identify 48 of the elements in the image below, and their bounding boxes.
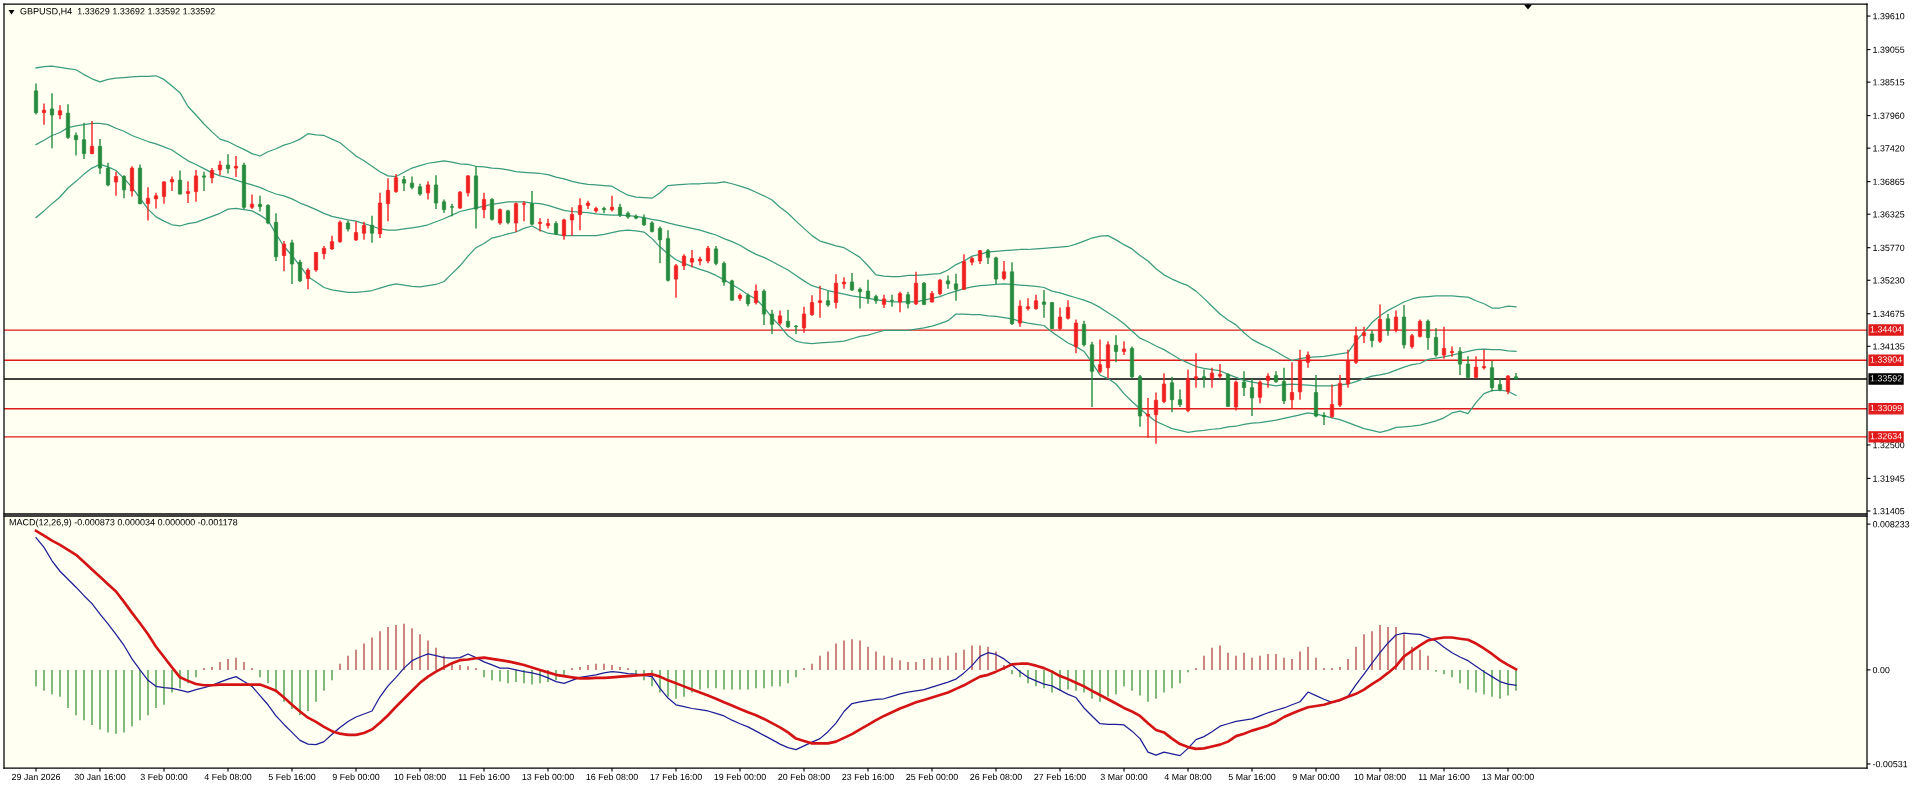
x-tick-label: 5 Feb 16:00 <box>268 773 316 781</box>
x-tick-label: 9 Mar 00:00 <box>1292 773 1340 781</box>
x-tick-label: 17 Feb 16:00 <box>650 773 702 781</box>
x-tick-label: 25 Feb 00:00 <box>906 773 958 781</box>
ref-line-label: 1.33592 <box>1870 375 1902 382</box>
x-tick-label: 4 Feb 08:00 <box>204 773 252 781</box>
x-tick-label: 5 Mar 16:00 <box>1228 773 1276 781</box>
y-tick-label: 1.32500 <box>1873 441 1905 449</box>
x-tick-label: 27 Feb 16:00 <box>1034 773 1086 781</box>
y-tick-label: 1.35770 <box>1873 244 1905 251</box>
y-tick-label: 1.31405 <box>1873 508 1905 515</box>
y-tick-label: 1.37960 <box>1873 112 1905 119</box>
x-tick-label: 20 Feb 08:00 <box>778 773 830 781</box>
x-tick-label: 13 Mar 00:00 <box>1482 773 1534 781</box>
y-tick-label: 1.35230 <box>1873 277 1905 284</box>
ref-line-label: 1.33904 <box>1870 356 1902 363</box>
ref-line-label: 1.34404 <box>1870 326 1902 333</box>
y-tick-label: 0.00 <box>1872 666 1890 674</box>
y-tick-label: 1.36325 <box>1873 211 1905 218</box>
y-tick-label: -0.00531 <box>1872 760 1908 768</box>
y-tick-label: 0.008233 <box>1872 521 1910 528</box>
y-tick-label: 1.39610 <box>1873 13 1905 20</box>
x-tick-label: 10 Feb 08:00 <box>394 773 446 781</box>
x-tick-label: 13 Feb 00:00 <box>522 773 574 781</box>
y-tick-label: 1.31945 <box>1873 475 1905 482</box>
y-tick-label: 1.38515 <box>1873 79 1905 86</box>
x-tick-label: 26 Feb 08:00 <box>970 773 1022 781</box>
x-tick-label: 3 Mar 00:00 <box>1100 773 1148 781</box>
ref-line-label: 1.32634 <box>1870 432 1902 440</box>
y-tick-label: 1.37420 <box>1873 145 1905 152</box>
x-tick-label: 19 Feb 00:00 <box>714 773 766 781</box>
y-tick-label: 1.39055 <box>1873 46 1905 53</box>
chart-title: MACD(12,26,9) -0.000873 0.000034 0.000000 -0.001178 <box>9 518 238 528</box>
x-tick-label: 16 Feb 08:00 <box>586 773 638 781</box>
x-tick-label: 11 Mar 16:00 <box>1418 773 1470 781</box>
x-tick-label: 10 Mar 08:00 <box>1354 773 1406 781</box>
x-tick-label: 3 Feb 00:00 <box>140 773 188 781</box>
ref-line-label: 1.33099 <box>1870 404 1902 412</box>
x-tick-label: 29 Jan 2026 <box>11 773 61 781</box>
x-tick-label: 9 Feb 00:00 <box>332 773 380 781</box>
x-tick-label: 4 Mar 08:00 <box>1164 773 1212 781</box>
chart-title: GBPUSD,H4 1.33629 1.33692 1.33592 1.33592 <box>20 8 215 16</box>
y-tick-label: 1.34675 <box>1873 310 1905 318</box>
x-tick-label: 30 Jan 16:00 <box>74 773 126 781</box>
y-tick-label: 1.34135 <box>1873 343 1905 350</box>
x-tick-label: 11 Feb 16:00 <box>458 773 510 781</box>
x-tick-label: 23 Feb 16:00 <box>842 773 894 781</box>
y-tick-label: 1.36865 <box>1873 178 1905 185</box>
